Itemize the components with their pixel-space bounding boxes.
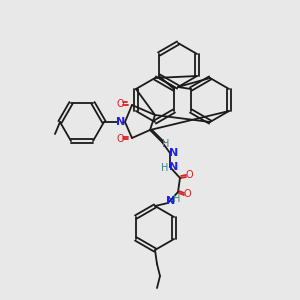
Text: O: O <box>185 170 193 180</box>
Text: N: N <box>169 162 178 172</box>
Text: O: O <box>116 99 124 109</box>
Text: O: O <box>116 134 124 144</box>
Text: N: N <box>167 196 176 206</box>
Text: H: H <box>161 163 169 173</box>
Text: O: O <box>183 189 191 199</box>
Text: N: N <box>116 117 126 127</box>
Text: H: H <box>173 194 181 204</box>
Text: N: N <box>169 148 178 158</box>
Text: H: H <box>162 139 170 149</box>
